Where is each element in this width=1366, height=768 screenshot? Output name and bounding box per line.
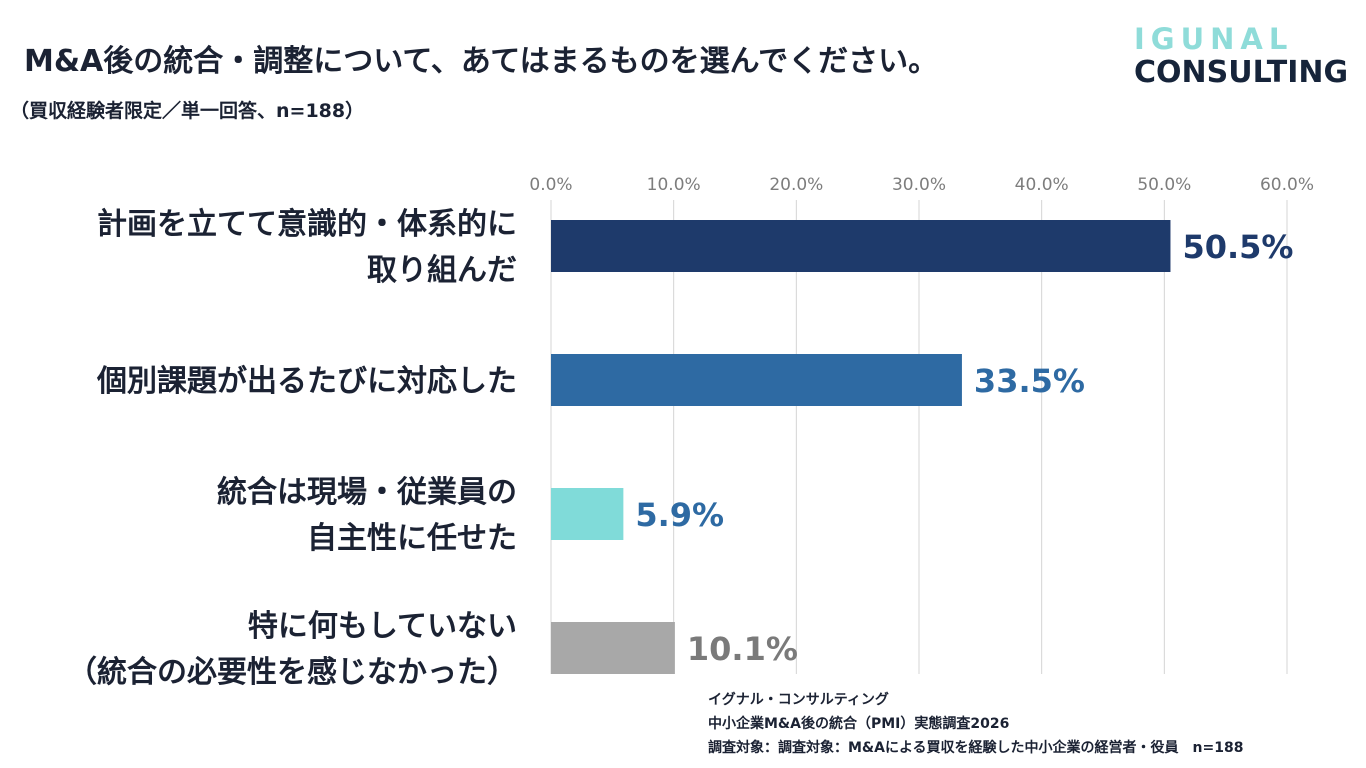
brand-logo: IGUNAL CONSULTING (1134, 22, 1348, 90)
data-label: 10.1% (687, 630, 798, 668)
data-label: 50.5% (1182, 228, 1293, 266)
bar (551, 220, 1171, 272)
page-subtitle: （買収経験者限定／単一回答、n=188） (10, 100, 365, 122)
x-tick-label: 10.0% (647, 175, 701, 195)
category-label: 取り組んだ (367, 253, 517, 288)
source-line-1: イグナル・コンサルティング (708, 692, 889, 708)
bar (551, 488, 624, 540)
x-tick-label: 60.0% (1260, 175, 1314, 195)
category-label: （統合の必要性を感じなかった） (67, 655, 517, 690)
category-label: 個別課題が出るたびに対応した (96, 364, 517, 399)
source-line-2: 中小企業M&A後の統合（PMI）実態調査2026 (708, 716, 1010, 732)
x-tick-label: 20.0% (769, 175, 823, 195)
data-label: 33.5% (974, 362, 1085, 400)
x-tick-label: 0.0% (529, 175, 572, 195)
source-note: イグナル・コンサルティング 中小企業M&A後の統合（PMI）実態調査2026 調… (708, 688, 1243, 760)
x-tick-label: 40.0% (1015, 175, 1069, 195)
bar (551, 354, 962, 406)
logo-top-text: IGUNAL (1134, 22, 1294, 56)
category-label: 自主性に任せた (307, 521, 517, 556)
page-title: M&A後の統合・調整について、あてはまるものを選んでください。 (24, 44, 939, 79)
data-label: 5.9% (635, 496, 724, 534)
x-tick-label: 30.0% (892, 175, 946, 195)
logo-bottom-text: CONSULTING (1134, 55, 1349, 90)
x-tick-label: 50.0% (1137, 175, 1191, 195)
category-label: 計画を立てて意識的・体系的に (97, 207, 517, 242)
bar (551, 622, 675, 674)
source-line-3: 調査対象：調査対象：M&Aによる買収を経験した中小企業の経営者・役員 n=188 (708, 740, 1244, 756)
category-label: 特に何もしていない (248, 609, 517, 644)
category-label: 統合は現場・従業員の (217, 475, 517, 510)
